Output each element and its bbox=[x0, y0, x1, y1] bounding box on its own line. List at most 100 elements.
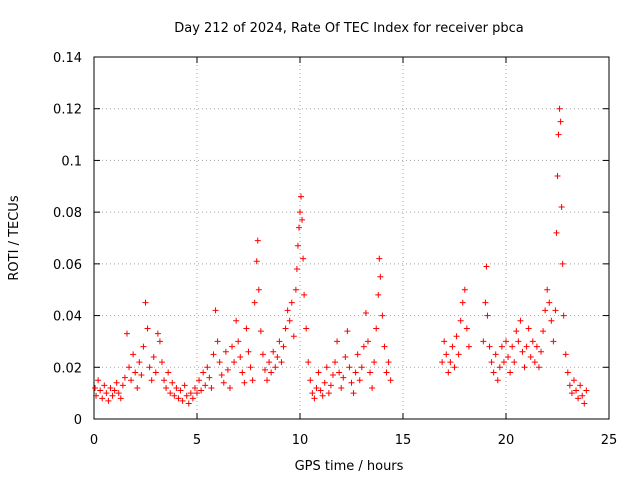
data-point bbox=[105, 397, 112, 404]
data-point bbox=[156, 338, 163, 345]
data-point bbox=[109, 392, 116, 399]
data-point bbox=[496, 364, 503, 371]
data-point bbox=[319, 392, 326, 399]
data-point bbox=[251, 299, 258, 306]
data-point bbox=[383, 369, 390, 376]
data-point bbox=[183, 392, 190, 399]
x-tick-label: 5 bbox=[193, 433, 201, 448]
data-point bbox=[208, 384, 215, 391]
data-point bbox=[187, 390, 194, 397]
data-point bbox=[196, 377, 203, 384]
data-point bbox=[457, 317, 464, 324]
data-point bbox=[379, 312, 386, 319]
data-point bbox=[146, 364, 153, 371]
data-point bbox=[278, 359, 285, 366]
data-point bbox=[299, 216, 306, 223]
data-point bbox=[224, 366, 231, 373]
y-tick-label: 0 bbox=[74, 413, 82, 428]
data-point bbox=[558, 203, 565, 210]
data-point bbox=[566, 382, 573, 389]
axis-ticks: 0 5 10 15 20 25 0 0.02 0.04 0.06 0.08 0.1 0.12 0.14 bbox=[53, 51, 617, 448]
data-point bbox=[300, 255, 307, 262]
data-point bbox=[93, 392, 100, 399]
data-point bbox=[550, 338, 557, 345]
data-point bbox=[583, 387, 590, 394]
data-point bbox=[130, 351, 137, 358]
data-point bbox=[255, 286, 262, 293]
data-point bbox=[494, 377, 501, 384]
data-point bbox=[297, 209, 303, 216]
data-point bbox=[272, 364, 279, 371]
data-point bbox=[367, 369, 374, 376]
data-point bbox=[348, 379, 355, 386]
data-point bbox=[175, 395, 182, 402]
data-point bbox=[340, 374, 347, 381]
data-point bbox=[107, 384, 114, 391]
data-point bbox=[284, 307, 291, 314]
y-tick-label: 0.14 bbox=[53, 51, 82, 66]
data-point bbox=[276, 338, 283, 345]
data-point bbox=[371, 359, 378, 366]
data-point bbox=[307, 377, 314, 384]
data-point bbox=[95, 377, 102, 384]
data-point bbox=[245, 348, 252, 355]
data-point bbox=[257, 328, 264, 335]
data-point bbox=[97, 387, 104, 394]
data-point bbox=[239, 369, 246, 376]
data-point bbox=[542, 307, 549, 314]
data-point bbox=[218, 372, 225, 379]
data-point bbox=[573, 387, 580, 394]
y-tick-label: 0.1 bbox=[61, 154, 82, 169]
data-point bbox=[231, 359, 238, 366]
data-point bbox=[513, 328, 520, 335]
data-point bbox=[286, 317, 293, 324]
data-point bbox=[352, 369, 359, 376]
data-point bbox=[311, 395, 318, 402]
data-point bbox=[274, 353, 281, 360]
y-tick-label: 0.02 bbox=[53, 361, 82, 376]
data-point bbox=[509, 343, 516, 350]
data-point bbox=[531, 359, 538, 366]
data-point bbox=[332, 359, 339, 366]
x-tick-label: 15 bbox=[395, 433, 412, 448]
data-point bbox=[364, 338, 371, 345]
data-point bbox=[152, 369, 159, 376]
data-point bbox=[210, 351, 217, 358]
data-point bbox=[529, 338, 536, 345]
data-point bbox=[171, 392, 178, 399]
data-point bbox=[111, 387, 118, 394]
data-point bbox=[212, 307, 219, 314]
data-point bbox=[564, 369, 571, 376]
data-point bbox=[439, 359, 446, 366]
y-tick-label: 0.12 bbox=[53, 103, 82, 118]
data-point bbox=[177, 387, 184, 394]
data-point bbox=[115, 390, 122, 397]
data-point bbox=[461, 286, 468, 293]
data-point bbox=[309, 390, 316, 397]
data-point bbox=[570, 377, 577, 384]
data-point bbox=[362, 309, 369, 316]
data-point bbox=[264, 377, 271, 384]
data-point bbox=[377, 273, 384, 280]
data-point bbox=[556, 105, 563, 112]
data-point bbox=[455, 351, 462, 358]
data-point bbox=[568, 390, 575, 397]
data-point bbox=[315, 369, 322, 376]
data-point bbox=[342, 353, 349, 360]
data-point bbox=[488, 359, 495, 366]
data-point bbox=[360, 343, 367, 350]
y-tick-label: 0.08 bbox=[53, 206, 82, 221]
data-point bbox=[527, 353, 534, 360]
data-point bbox=[237, 353, 244, 360]
data-point bbox=[148, 377, 155, 384]
data-point bbox=[447, 359, 454, 366]
data-point bbox=[268, 369, 275, 376]
data-point bbox=[288, 299, 295, 306]
data-point bbox=[559, 260, 566, 267]
grid bbox=[94, 57, 609, 419]
data-point bbox=[292, 286, 299, 293]
data-point bbox=[486, 343, 493, 350]
data-point bbox=[117, 395, 124, 402]
data-point bbox=[181, 382, 188, 389]
